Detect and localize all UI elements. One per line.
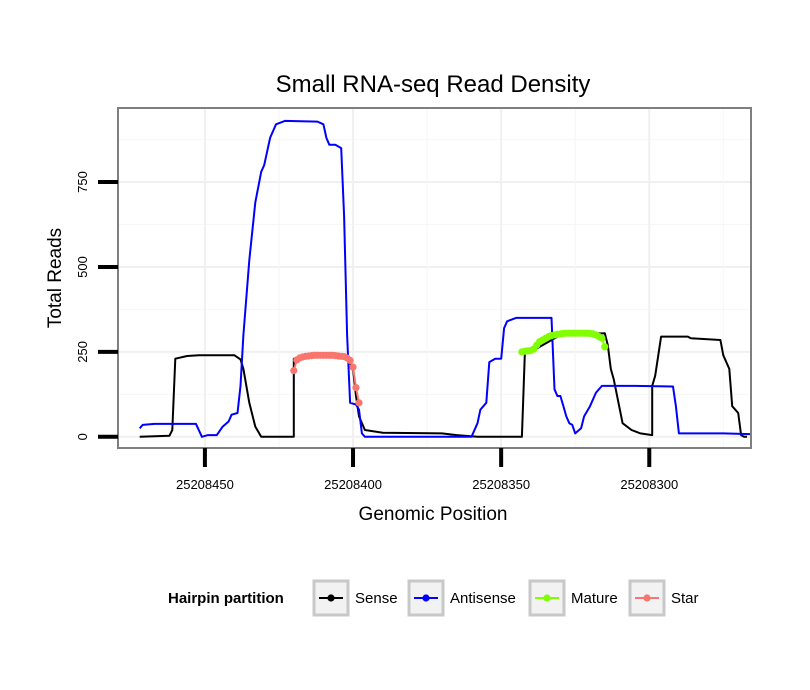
legend-marker [643, 594, 651, 602]
plot-series [138, 119, 751, 438]
y-tick-label: 500 [75, 256, 90, 278]
plot-border [117, 107, 752, 449]
x-tick-label: 25208350 [472, 477, 530, 492]
legend-label: Antisense [450, 590, 516, 607]
y-tick-label: 250 [75, 341, 90, 363]
mature-point [598, 334, 606, 342]
chart-title: Small RNA-seq Read Density [276, 71, 591, 98]
x-tick-label: 25208300 [620, 477, 678, 492]
x-tick-label: 25208400 [324, 477, 382, 492]
star-point [349, 363, 357, 371]
x-axis: 25208450 25208400 25208350 25208300 [176, 448, 678, 492]
y-axis: 0 250 500 750 [75, 171, 118, 440]
legend-label: Mature [571, 590, 618, 607]
x-axis-title: Genomic Position [359, 504, 508, 525]
star-point [346, 356, 354, 364]
star-point [352, 384, 360, 392]
sense-series-line [139, 332, 747, 438]
legend-marker [422, 594, 430, 602]
legend: Hairpin partition Sense Antisense Mature St… [168, 579, 699, 617]
legend-title: Hairpin partition [168, 590, 284, 607]
star-point [355, 399, 363, 407]
legend-label: Sense [355, 590, 398, 607]
legend-label: Star [671, 590, 699, 607]
y-tick-label: 0 [75, 433, 90, 440]
mature-point [601, 343, 609, 351]
antisense-series-line [138, 119, 751, 438]
x-tick-label: 25208450 [176, 477, 234, 492]
y-axis-title: Total Reads [45, 228, 66, 328]
star-point [290, 367, 298, 375]
y-tick-label: 750 [75, 171, 90, 193]
gridlines [119, 109, 750, 447]
legend-marker [327, 594, 335, 602]
legend-marker [543, 594, 551, 602]
